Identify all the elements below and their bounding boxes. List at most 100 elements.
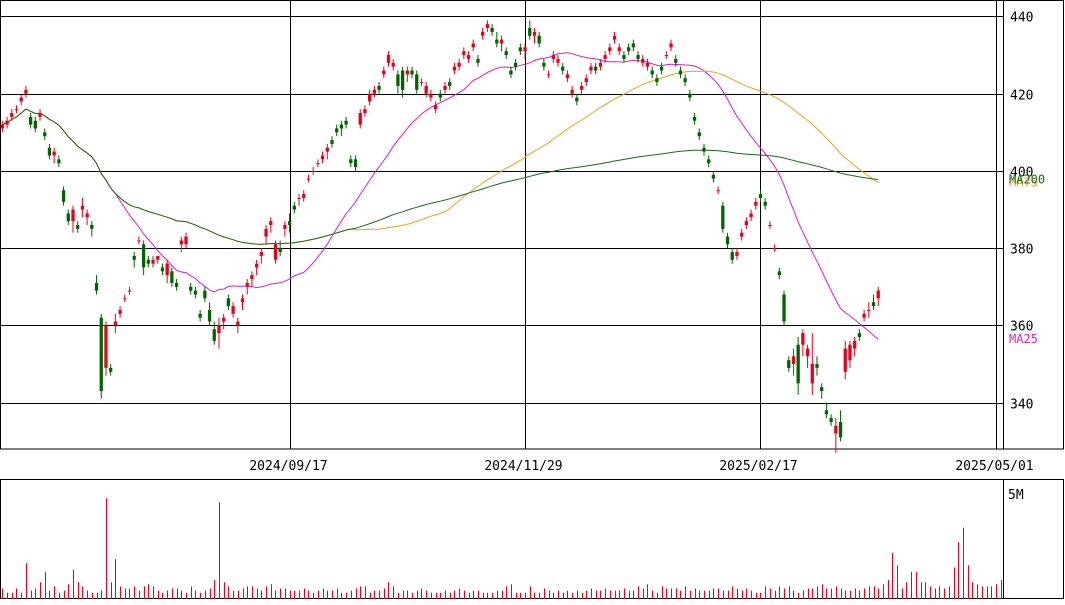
candle-body (641, 58, 645, 63)
candle-body (735, 252, 739, 256)
candle-body (382, 70, 386, 75)
candle-body (725, 236, 730, 245)
candle-body (292, 205, 296, 210)
candle-body (513, 62, 518, 67)
candle-body (876, 290, 880, 299)
candle-body (697, 132, 701, 137)
candle-body (871, 302, 876, 307)
price-panel-frame (0, 0, 1064, 450)
candle-body (457, 62, 461, 67)
candle-body (141, 244, 146, 268)
candle-body (862, 313, 866, 318)
candle-body (561, 66, 565, 71)
candle-body (217, 325, 221, 334)
candle-body (386, 55, 391, 63)
candle-body (349, 159, 353, 164)
candle-body (396, 74, 400, 86)
candle-body (123, 298, 127, 300)
candle-body (589, 66, 593, 71)
candle-body (683, 78, 687, 83)
candle-body (518, 47, 522, 52)
candle-body (471, 43, 475, 48)
volume-axis-label: 5M (1008, 488, 1024, 503)
candle-body (782, 294, 786, 322)
candle-body (462, 51, 466, 56)
candle-body (377, 85, 381, 90)
candle-body (344, 120, 348, 125)
candle-body (655, 78, 659, 83)
candle-body (85, 213, 89, 218)
candle-body (801, 333, 805, 345)
candle-body (532, 31, 537, 36)
candle-body (528, 28, 532, 36)
candle-body (612, 35, 617, 40)
label-layer: 340 360 380 400 420 440 2024/09/17 2024/11/29 20… (249, 11, 1045, 504)
candle-body (584, 78, 588, 83)
legend-label-ma200: MA200 (1009, 173, 1045, 187)
candle-body (452, 66, 457, 71)
candle-body (405, 70, 409, 75)
candle-body (537, 35, 541, 44)
candle-body (838, 421, 843, 438)
candle-body (198, 313, 202, 318)
candle-body (311, 170, 315, 172)
candle-body (448, 82, 452, 86)
candle-body (400, 70, 405, 90)
candle-body (368, 93, 372, 102)
date-tick-label: 2024/11/29 (484, 459, 562, 474)
candle-body (443, 85, 447, 90)
candle-layer (0, 20, 880, 453)
candle-body (189, 286, 193, 291)
candle-body (730, 252, 734, 260)
candle-body (52, 151, 56, 156)
candle-body (551, 55, 555, 59)
candle-body (834, 425, 838, 434)
candle-body (222, 317, 226, 322)
candle-body (575, 97, 579, 102)
candle-body (509, 70, 513, 75)
candle-body (429, 93, 433, 98)
candle-body (273, 244, 278, 260)
candle-body (556, 58, 560, 63)
candle-body (848, 344, 852, 361)
candle-body (43, 132, 47, 137)
legend-label-ma75: MA75 (1009, 176, 1038, 190)
candle-body (721, 205, 725, 229)
candle-body (250, 275, 254, 280)
candle-body (707, 159, 711, 164)
candle-body (254, 263, 259, 268)
candle-body (688, 93, 692, 98)
candle-body (113, 321, 118, 326)
candle-body (47, 147, 52, 156)
candle-body (636, 55, 640, 59)
candle-body (476, 58, 480, 63)
candle-body (10, 113, 14, 117)
candle-body (678, 70, 683, 75)
candle-body (758, 194, 763, 198)
ma25-line (2, 52, 879, 340)
candle-body (24, 89, 28, 94)
candle-body (99, 317, 103, 392)
volume-panel-frame (0, 479, 1064, 599)
candle-body (415, 74, 419, 90)
price-tick-label: 380 (1010, 243, 1033, 258)
candle-body (372, 89, 377, 94)
candle-body (240, 298, 245, 303)
candle-body (94, 282, 99, 291)
candle-body (438, 93, 442, 98)
candle-body (598, 62, 603, 67)
date-tick-label: 2025/02/17 (719, 459, 797, 474)
candle-body (174, 282, 179, 287)
candle-body (156, 255, 160, 260)
candle-body (330, 140, 334, 144)
candle-body (203, 290, 207, 299)
candle-body (824, 410, 829, 415)
price-tick-label: 340 (1010, 398, 1033, 413)
candle-body (269, 221, 273, 225)
candle-body (278, 248, 282, 253)
volume-layer (2, 498, 1002, 599)
candle-body (236, 321, 240, 326)
candle-body (645, 62, 650, 67)
candle-body (259, 252, 263, 256)
